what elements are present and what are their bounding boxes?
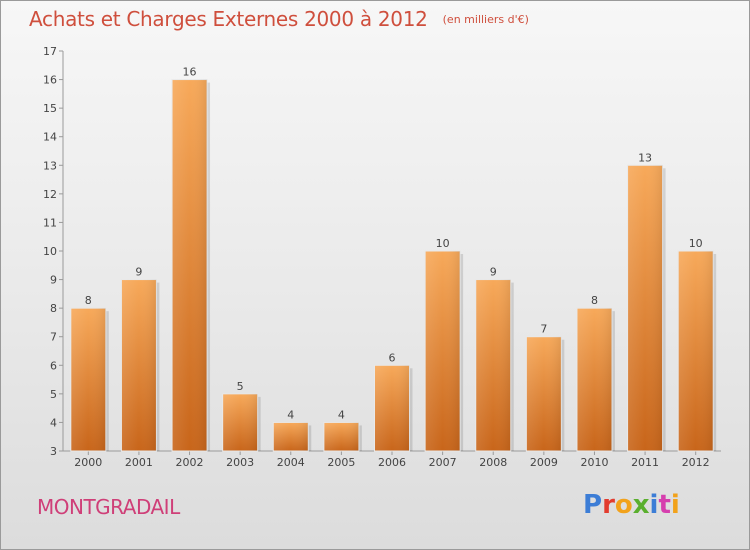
x-tick-label: 2002: [176, 456, 204, 469]
proxiti-logo[interactable]: Proxiti: [583, 490, 680, 520]
bar-shine: [526, 336, 562, 451]
y-tick-label: 5: [50, 388, 57, 401]
data-label: 9: [490, 266, 497, 279]
x-tick-label: 2010: [580, 456, 608, 469]
data-label: 16: [183, 66, 197, 79]
y-tick-label: 16: [43, 74, 57, 87]
x-tick-label: 2012: [682, 456, 710, 469]
data-label: 8: [591, 294, 598, 307]
data-label: 13: [638, 151, 652, 164]
commune-name: MONTGRADAIL: [37, 495, 180, 519]
bar-chart: 3 4 5 6 7 8 9 10 11 12 13 14 15 16 17 8 2000 9 2001 16 2002…: [43, 45, 721, 469]
bar-shine: [475, 279, 511, 451]
bar-shine: [678, 251, 714, 451]
data-label: 9: [135, 266, 142, 279]
x-tick-label: 2011: [631, 456, 659, 469]
chart-subtitle: (en milliers d'€): [442, 13, 529, 26]
bars: [70, 79, 717, 452]
y-tick-label: 13: [43, 159, 57, 172]
y-tick-label: 17: [43, 45, 57, 58]
x-tick-label: 2004: [277, 456, 305, 469]
bar-shine: [374, 365, 410, 451]
y-tick-label: 8: [50, 302, 57, 315]
x-tick-label: 2003: [226, 456, 254, 469]
data-label: 4: [338, 408, 345, 421]
x-tick-label: 2006: [378, 456, 406, 469]
y-tick-label: 11: [43, 216, 57, 229]
y-tick-label: 10: [43, 245, 57, 258]
y-tick-label: 9: [50, 274, 57, 287]
bar-shine: [425, 251, 461, 451]
x-tick-label: 2008: [479, 456, 507, 469]
title-block: Achats et Charges Externes 2000 à 2012 (…: [29, 7, 529, 31]
x-tick-label: 2009: [530, 456, 558, 469]
bar-shine: [323, 422, 359, 451]
x-tick-label: 2001: [125, 456, 153, 469]
x-tick-label: 2000: [74, 456, 102, 469]
y-tick-label: 15: [43, 102, 57, 115]
bar-shine: [121, 279, 157, 451]
bar-shine: [273, 422, 309, 451]
data-label: 5: [237, 380, 244, 393]
bar-shine: [70, 308, 106, 451]
data-label: 7: [540, 323, 547, 336]
data-label: 10: [436, 237, 450, 250]
y-tick-label: 14: [43, 131, 57, 144]
y-tick-label: 4: [50, 416, 57, 429]
y-tick-label: 12: [43, 188, 57, 201]
labels: 8 2000 9 2001 16 2002 5 2003 4 2004 4 2005 6 2006 10 20…: [74, 66, 709, 469]
x-tick-label: 2007: [429, 456, 457, 469]
chart-title: Achats et Charges Externes 2000 à 2012: [29, 7, 428, 31]
data-label: 10: [689, 237, 703, 250]
y-tick-label: 6: [50, 359, 57, 372]
data-label: 6: [389, 351, 396, 364]
y-tick-label: 7: [50, 331, 57, 344]
bar-shine: [172, 79, 208, 452]
y-tick-label: 3: [50, 445, 57, 458]
data-label: 8: [85, 294, 92, 307]
x-tick-label: 2005: [327, 456, 355, 469]
data-label: 4: [287, 408, 294, 421]
bar-shine: [627, 165, 663, 452]
bar-shine: [576, 308, 612, 451]
bar-shine: [222, 393, 258, 451]
